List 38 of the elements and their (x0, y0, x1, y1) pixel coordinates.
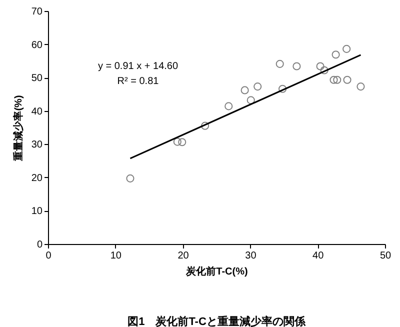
point (254, 82, 262, 91)
point (276, 60, 284, 68)
x-tick-label: 40 (312, 250, 324, 262)
point (343, 76, 352, 84)
y-tick-label: 60 (31, 40, 43, 51)
y-tick-label: 20 (31, 172, 43, 184)
point (292, 62, 301, 70)
y-tick-label: 0 (36, 240, 43, 250)
y-tick-label: 40 (31, 106, 43, 118)
y-tick-label: 50 (31, 73, 43, 84)
point (240, 86, 249, 94)
point (178, 138, 186, 146)
point (330, 76, 338, 84)
point (278, 84, 287, 93)
x-tick-label: 0 (46, 250, 52, 262)
y-tick-label: 10 (31, 206, 43, 218)
point (356, 82, 365, 91)
x-tick-label: 10 (110, 250, 122, 262)
x-axis-title: 炭化前T-C(%) (185, 266, 248, 278)
annotation: R² = 0.81 (117, 76, 160, 87)
x-tick-label: 50 (380, 250, 392, 262)
text: 図1 炭化前T-Cと重量減少率の関係 (128, 315, 306, 327)
point (224, 102, 233, 110)
point (320, 66, 328, 74)
annotation: y = 0.91 x + 14.60 (98, 61, 178, 72)
y-axis-title: 重量減少率(%) (12, 95, 24, 162)
y-tick-label: 30 (31, 140, 43, 151)
x-tick-label: 30 (245, 250, 257, 262)
point (126, 174, 134, 182)
x-tick-label: 20 (178, 250, 190, 262)
point (316, 62, 324, 70)
y-tick-label: 70 (31, 6, 43, 18)
point (332, 50, 340, 59)
point (246, 96, 255, 104)
point (201, 122, 210, 130)
point (173, 138, 182, 146)
point (342, 44, 351, 53)
point (333, 76, 342, 84)
